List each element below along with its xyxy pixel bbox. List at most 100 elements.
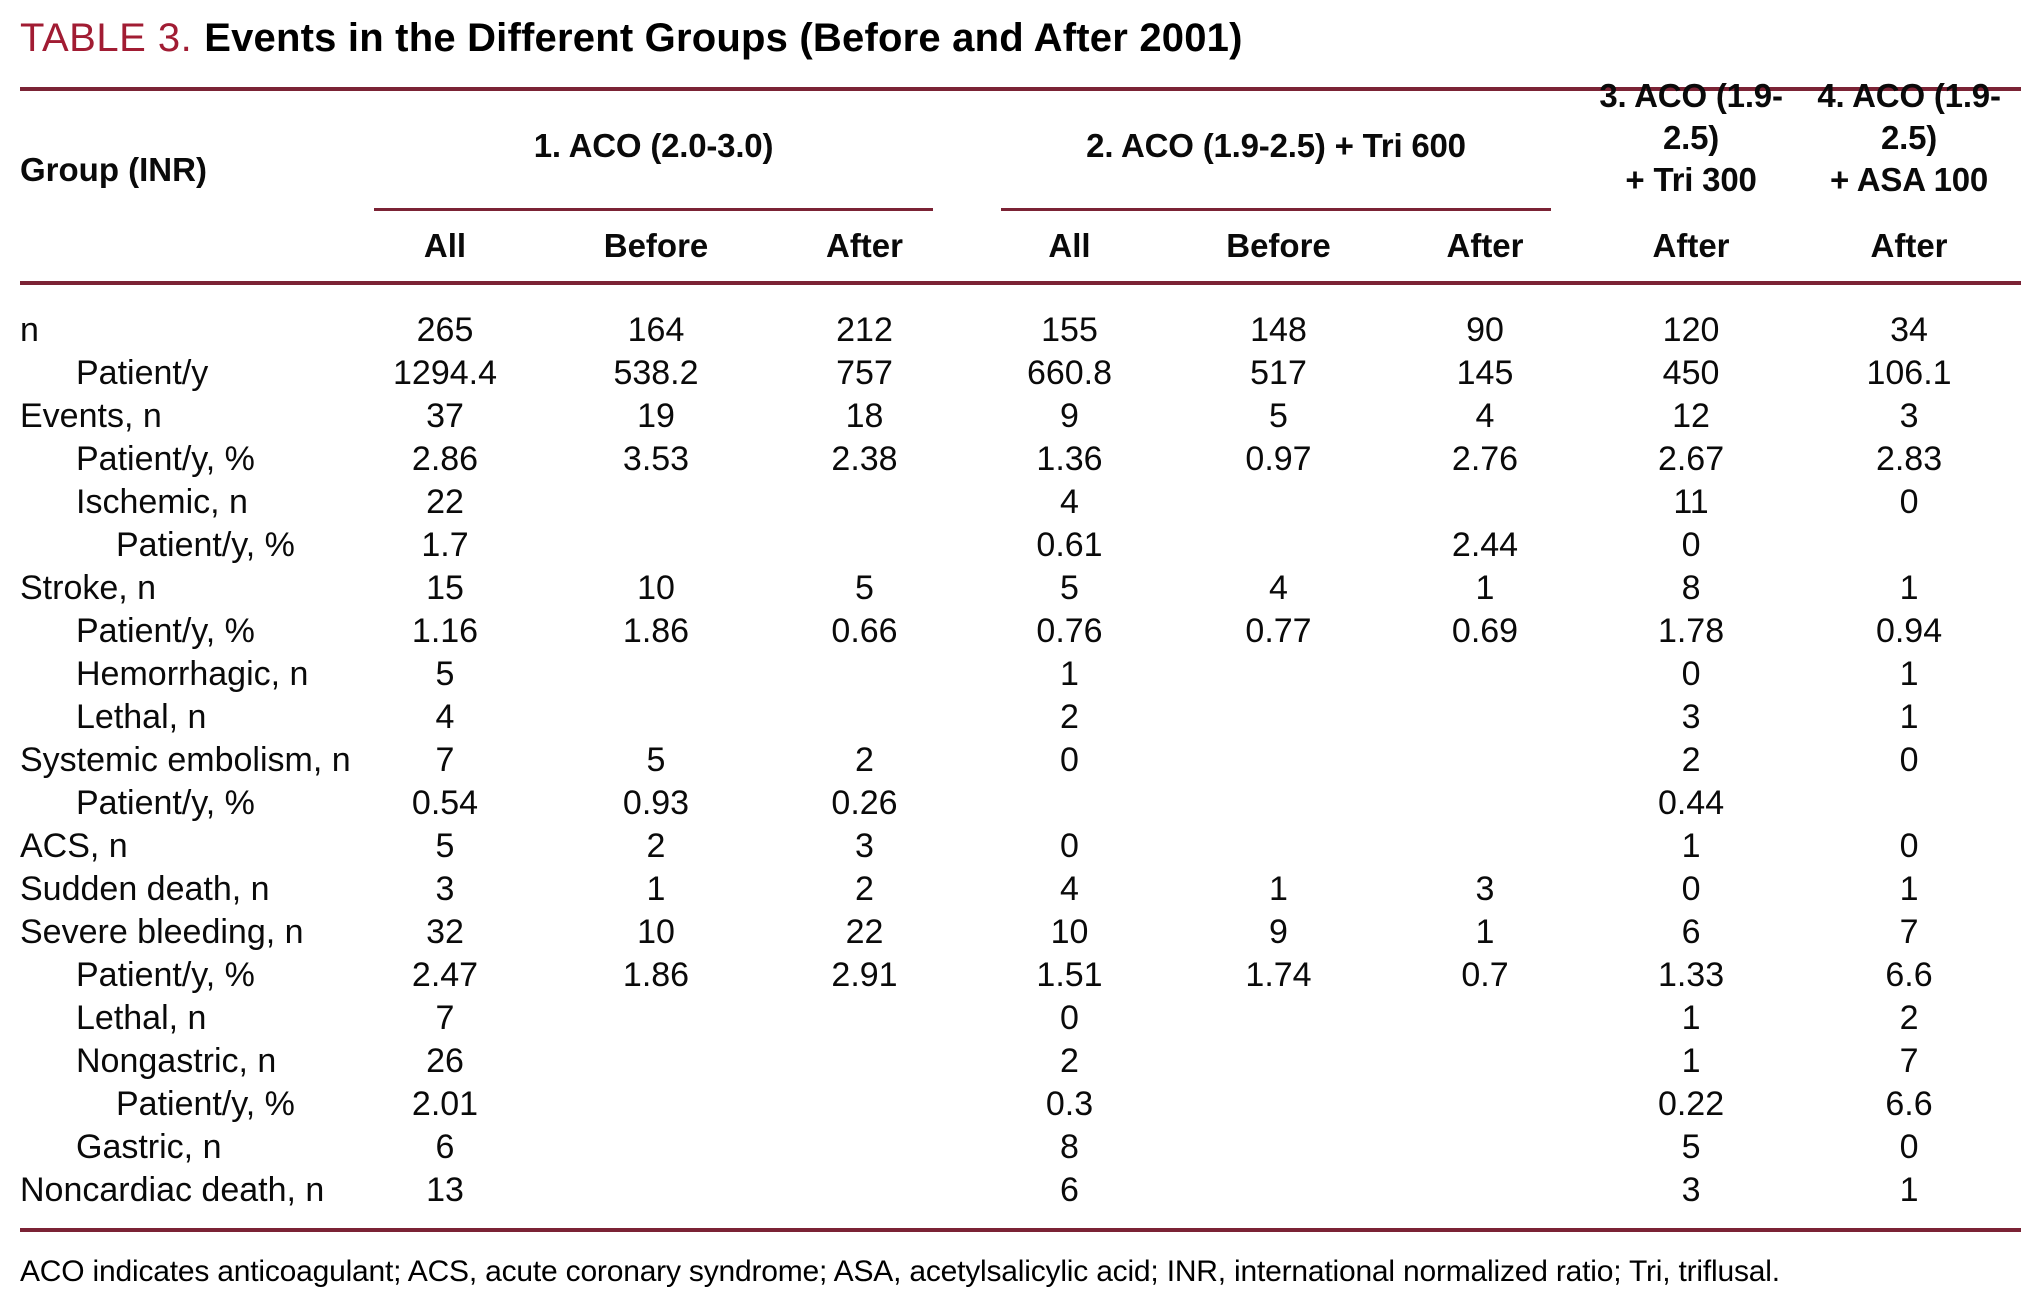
cell-value: 18 <box>845 397 884 435</box>
cell-value: 1 <box>1681 827 1701 865</box>
table-row: n 265 164 212 155 148 90 120 34 <box>20 283 2021 352</box>
table-row: Patient/y, % 2.86 3.53 2.38 1.36 0.97 2.76 2.67… <box>20 438 2021 481</box>
cell-value <box>762 696 967 739</box>
cell-value <box>1797 524 2021 567</box>
col-header-g1-after: After <box>762 211 967 285</box>
group-4-label-line1: 4. ACO (1.9-2.5) <box>1817 77 2001 156</box>
table-row: Ischemic, n 22 4 11 0 <box>20 481 2021 524</box>
cell-value <box>762 653 967 696</box>
cell-value: 1.86 <box>622 612 690 650</box>
cell-value <box>550 1126 762 1169</box>
row-label: Patient/y, % <box>76 956 255 994</box>
cell-value: 0.69 <box>1451 612 1519 650</box>
cell-value <box>762 481 967 524</box>
cell-value: 450 <box>1662 354 1720 392</box>
table-row: Nongastric, n 26 2 1 7 <box>20 1040 2021 1083</box>
cell-value: 13 <box>426 1171 464 1209</box>
col-header-g1-before: Before <box>550 211 762 285</box>
cell-value: 1 <box>1681 999 1701 1037</box>
col-header-g3-after: After <box>1585 211 1798 285</box>
cell-value: 0.94 <box>1875 612 1943 650</box>
cell-value: 2 <box>855 741 874 779</box>
cell-value: 212 <box>836 311 893 349</box>
table-row: Severe bleeding, n 32 10 22 10 9 1 6 7 <box>20 911 2021 954</box>
cell-value: 106.1 <box>1866 354 1952 392</box>
table-footnote: ACO indicates anticoagulant; ACS, acute … <box>20 1255 1780 1288</box>
cell-value <box>967 782 1172 825</box>
cell-value: 2.38 <box>831 440 898 478</box>
cell-value: 1294.4 <box>393 354 497 392</box>
cell-value: 9 <box>1060 397 1079 435</box>
cell-value <box>550 1083 762 1126</box>
title-rule <box>20 87 2021 91</box>
cell-value: 1.51 <box>1036 956 1103 994</box>
cell-value: 5 <box>435 655 455 693</box>
cell-value: 1 <box>1475 569 1495 607</box>
table-title: TABLE 3. Events in the Different Groups (… <box>20 14 2021 71</box>
cell-value: 3 <box>1899 397 1919 435</box>
row-header-group-inr: Group (INR) <box>20 93 340 285</box>
cell-value: 1 <box>1060 655 1079 693</box>
cell-value: 4 <box>1269 569 1288 607</box>
cell-value: 660.8 <box>1026 354 1113 392</box>
cell-value <box>1172 696 1385 739</box>
cell-value: 4 <box>435 698 455 736</box>
cell-value: 4 <box>1060 483 1079 521</box>
cell-value <box>762 1169 967 1212</box>
cell-value: 0.97 <box>1245 440 1312 478</box>
group-2-header: 2. ACO (1.9-2.5) + Tri 600 <box>967 93 1585 211</box>
table-row: Patient/y, % 2.01 0.3 0.22 6.6 <box>20 1083 2021 1126</box>
col-header-g4-after: After <box>1797 211 2022 285</box>
cell-value <box>1385 825 1585 868</box>
cell-value: 0.61 <box>1036 526 1103 564</box>
col-header-g2-all: All <box>967 211 1172 285</box>
cell-value <box>762 1126 967 1169</box>
table-row: Patient/y, % 1.7 0.61 2.44 0 <box>20 524 2021 567</box>
table-row: Hemorrhagic, n 5 1 0 1 <box>20 653 2021 696</box>
cell-value: 4 <box>1060 870 1079 908</box>
cell-value: 10 <box>1050 913 1089 951</box>
group-1-underline <box>374 208 933 211</box>
row-label: Nongastric, n <box>76 1042 277 1080</box>
group-3-label-line1: 3. ACO (1.9-2.5) <box>1599 77 1783 156</box>
row-label: Systemic embolism, n <box>20 741 351 779</box>
group-3-label: 3. ACO (1.9-2.5) + Tri 300 <box>1585 75 1797 201</box>
cell-value: 37 <box>426 397 464 435</box>
table-bottom-rule <box>20 1228 2021 1232</box>
cell-value: 26 <box>426 1042 464 1080</box>
group-2-underline <box>1001 208 1552 211</box>
cell-value: 5 <box>435 827 455 865</box>
cell-value <box>1172 653 1385 696</box>
cell-value: 0 <box>1681 655 1701 693</box>
cell-value <box>550 524 762 567</box>
table-row: Patient/y 1294.4 538.2 757 660.8 517 145 450 106… <box>20 352 2021 395</box>
group-1-label: 1. ACO (2.0-3.0) <box>340 93 967 198</box>
table-row: Sudden death, n 3 1 2 4 1 3 0 1 <box>20 868 2021 911</box>
cell-value: 2.44 <box>1451 526 1519 564</box>
cell-value <box>762 1040 967 1083</box>
cell-value: 2 <box>1899 999 1919 1037</box>
cell-value: 1 <box>1899 569 1919 607</box>
cell-value: 0.44 <box>1657 784 1725 822</box>
cell-value: 1.36 <box>1036 440 1103 478</box>
row-label: Patient/y, % <box>116 526 295 564</box>
cell-value: 1.86 <box>622 956 690 994</box>
table-title-text: Events in the Different Groups (Before a… <box>204 16 1243 60</box>
cell-value: 2.76 <box>1451 440 1519 478</box>
table-row: Patient/y, % 0.54 0.93 0.26 0.44 <box>20 782 2021 825</box>
cell-value <box>1172 1083 1385 1126</box>
table-row: Gastric, n 6 8 5 0 <box>20 1126 2021 1169</box>
cell-value: 3 <box>1681 1171 1701 1209</box>
cell-value: 1 <box>1899 698 1919 736</box>
col-header-g2-after: After <box>1385 211 1586 285</box>
cell-value <box>1385 782 1585 825</box>
group-3-header-wrap: 3. ACO (1.9-2.5) + Tri 300 <box>1585 77 1797 211</box>
cell-value: 5 <box>1269 397 1288 435</box>
cell-value: 757 <box>836 354 893 392</box>
cell-value: 1 <box>1899 870 1919 908</box>
cell-value: 1.74 <box>1245 956 1312 994</box>
cell-value: 3 <box>1475 870 1495 908</box>
cell-value <box>1385 1083 1585 1126</box>
cell-value: 0.3 <box>1045 1085 1094 1123</box>
